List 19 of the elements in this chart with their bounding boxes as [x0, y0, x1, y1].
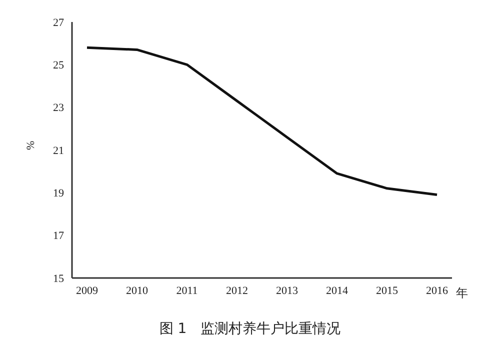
- y-tick-label: 23: [53, 102, 64, 114]
- x-tick-label: 2010: [126, 284, 148, 297]
- x-tick-label: 2013: [276, 284, 298, 297]
- text: 图 1 监测村养牛户比重情况: [158, 320, 342, 338]
- y-tick-label: 15: [53, 272, 64, 285]
- x-tick-label: 2011: [176, 284, 198, 297]
- y-axis-title: %: [24, 140, 37, 150]
- x-tick-label: 2012: [226, 284, 248, 297]
- x-tick-label: 2016: [426, 284, 448, 297]
- y-tick-label: 27: [53, 16, 64, 29]
- x-axis-title: 年: [456, 285, 468, 302]
- x-tick-label: 2015: [376, 284, 398, 297]
- x-tick-label: 2014: [326, 284, 348, 297]
- y-tick-label: 17: [53, 230, 64, 242]
- y-tick-label: 21: [53, 144, 64, 157]
- y-tick-label: 25: [53, 60, 64, 72]
- x-tick-label: 2009: [76, 284, 98, 297]
- y-tick-label: 19: [53, 188, 64, 200]
- line-series: [86, 46, 438, 196]
